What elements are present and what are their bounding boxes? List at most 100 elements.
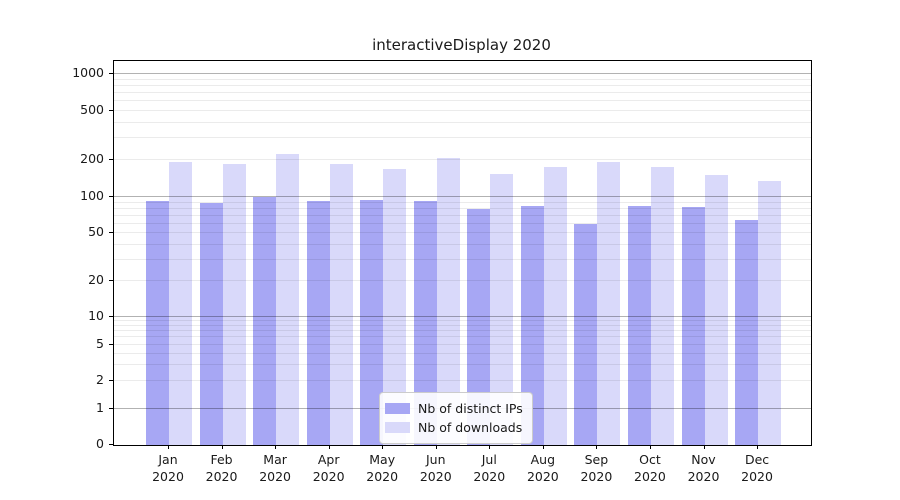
bar-downloads-oct <box>650 167 674 445</box>
x-tick-label-year: 2020 <box>312 468 345 484</box>
x-tick-mark-jun <box>435 445 437 449</box>
bar-distinct-ips-jul <box>467 209 491 445</box>
bar-downloads-mar <box>276 154 300 445</box>
plot-area: Nb of distinct IPs Nb of downloads <box>113 60 812 446</box>
x-tick-label-month: Aug <box>530 452 556 467</box>
legend-item-downloads: Nb of downloads <box>385 419 523 436</box>
gridline-minor-5 <box>114 343 811 345</box>
x-tick-label-apr: Apr 2020 <box>294 452 364 485</box>
x-tick-label-aug: Aug 2020 <box>508 452 578 485</box>
legend-label-distinct-ips: Nb of distinct IPs <box>418 401 523 416</box>
y-tick-label-0: 0 <box>96 436 104 451</box>
x-tick-mark-sep <box>596 445 598 449</box>
x-tick-label-nov: Nov 2020 <box>669 452 739 485</box>
grid-layer <box>114 61 811 445</box>
x-tick-label-month: Apr <box>317 452 340 467</box>
y-tick-mark-10 <box>109 316 113 317</box>
bar-distinct-ips-sep <box>574 223 598 445</box>
gridline-major-10 <box>114 316 811 317</box>
gridline-minor-700 <box>114 92 811 94</box>
x-tick-label-feb: Feb 2020 <box>187 452 257 485</box>
bar-distinct-ips-may <box>360 199 384 445</box>
x-tick-mark-mar <box>275 445 277 449</box>
gridline-minor-800 <box>114 84 811 86</box>
x-tick-label-year: 2020 <box>526 468 559 484</box>
bar-downloads-may <box>383 168 407 445</box>
x-tick-label-year: 2020 <box>205 468 238 484</box>
x-tick-mark-apr <box>328 445 330 449</box>
gridline-minor-20 <box>114 279 811 281</box>
chart-title: interactiveDisplay 2020 <box>372 36 551 54</box>
x-tick-label-month: Jul <box>481 452 497 467</box>
bar-downloads-sep <box>597 161 621 445</box>
bar-downloads-jul <box>490 173 514 445</box>
y-tick-mark-1000 <box>109 73 113 74</box>
x-tick-mark-jan <box>168 445 169 449</box>
x-tick-label-year: 2020 <box>580 468 613 484</box>
bar-distinct-ips-apr <box>306 200 330 445</box>
bars-layer <box>114 61 811 445</box>
y-tick-label-2: 2 <box>96 372 104 388</box>
x-tick-label-year: 2020 <box>687 468 720 484</box>
gridline-major-1000 <box>114 73 811 74</box>
gridline-minor-7 <box>114 330 811 332</box>
legend-swatch-downloads-icon <box>385 422 410 433</box>
x-tick-mark-feb <box>221 445 223 449</box>
x-tick-label-month: Jan <box>158 452 178 467</box>
bar-downloads-nov <box>704 175 728 445</box>
x-tick-mark-may <box>382 445 384 449</box>
y-tick-label-1000: 1000 <box>72 65 104 80</box>
gridline-minor-900 <box>114 78 811 80</box>
x-tick-label-may: May 2020 <box>347 452 417 485</box>
x-tick-label-year: 2020 <box>473 468 506 484</box>
gridline-minor-3 <box>114 364 811 366</box>
x-tick-label-month: Dec <box>744 452 770 467</box>
x-tick-mark-oct <box>649 445 651 449</box>
gridline-minor-90 <box>114 201 811 203</box>
y-tick-mark-500 <box>109 110 113 112</box>
gridline-minor-200 <box>114 158 811 160</box>
bar-distinct-ips-aug <box>520 205 544 445</box>
gridline-minor-40 <box>114 243 811 245</box>
y-tick-label-10: 10 <box>88 308 104 323</box>
x-tick-label-year: 2020 <box>152 468 184 484</box>
gridline-minor-300 <box>114 137 811 139</box>
x-tick-mark-jul <box>489 445 491 449</box>
x-tick-label-month: May <box>369 452 396 467</box>
bar-downloads-aug <box>543 167 567 445</box>
bar-downloads-jan <box>169 162 192 445</box>
legend-swatch-distinct-ips-icon <box>385 403 410 414</box>
x-tick-label-dec: Dec 2020 <box>722 452 792 485</box>
gridline-minor-9 <box>114 320 811 322</box>
gridline-minor-80 <box>114 207 811 209</box>
x-tick-label-oct: Oct 2020 <box>615 452 685 485</box>
y-tick-mark-20 <box>109 279 113 281</box>
y-tick-label-50: 50 <box>88 224 104 240</box>
x-tick-label-year: 2020 <box>366 468 399 484</box>
y-tick-mark-0 <box>109 444 113 445</box>
gridline-minor-50 <box>114 232 811 234</box>
gridline-minor-70 <box>114 214 811 216</box>
x-tick-label-month: Feb <box>210 452 233 467</box>
x-tick-label-year: 2020 <box>419 468 452 484</box>
bar-downloads-dec <box>758 180 782 445</box>
gridline-major-100 <box>114 196 811 197</box>
bar-distinct-ips-feb <box>199 203 223 445</box>
gridline-minor-60 <box>114 222 811 224</box>
bar-distinct-ips-jun <box>413 201 437 445</box>
y-tick-label-1: 1 <box>96 400 104 415</box>
x-tick-label-month: Mar <box>263 452 287 467</box>
bar-distinct-ips-dec <box>735 220 759 445</box>
bar-downloads-feb <box>222 164 246 445</box>
y-tick-mark-5 <box>109 343 113 345</box>
gridline-minor-6 <box>114 336 811 338</box>
y-tick-mark-2 <box>109 380 113 382</box>
gridline-minor-500 <box>114 110 811 112</box>
y-tick-label-200: 200 <box>80 150 104 166</box>
y-tick-label-20: 20 <box>88 271 104 287</box>
x-tick-mark-nov <box>703 445 705 449</box>
x-tick-label-sep: Sep 2020 <box>561 452 631 485</box>
legend-label-downloads: Nb of downloads <box>418 420 523 435</box>
x-tick-label-jul: Jul 2020 <box>454 452 524 485</box>
